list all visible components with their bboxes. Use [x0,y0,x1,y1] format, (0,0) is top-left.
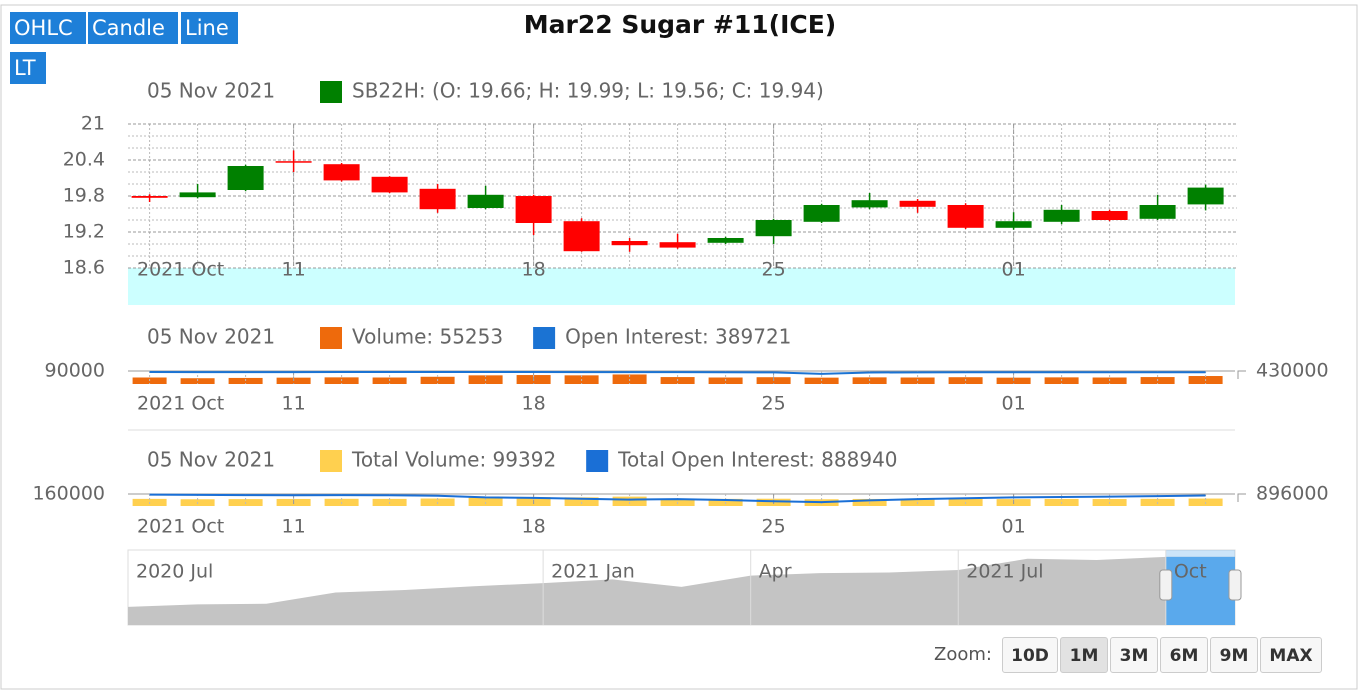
navigator-handle[interactable] [1159,569,1173,601]
open-interest-line [149,493,1206,504]
chart-type-button[interactable]: Line [181,12,238,44]
candle-body [371,176,408,193]
candle-body [563,221,600,252]
date-label: 05 Nov 2021 [147,448,275,472]
candle-body [947,205,984,228]
candle-body [995,221,1032,228]
zoom-label: Zoom: [934,644,992,665]
candle-body [707,238,744,243]
volume-bar [180,378,215,384]
candle-body [467,194,504,208]
y-tick-label: 160000 [32,483,105,505]
y2-tick-mark [1237,493,1246,502]
legend-swatch [320,327,342,349]
candle-body [515,196,552,223]
candle-body [227,166,264,190]
x-tick-label: 18 [522,393,546,415]
x-tick-label: 11 [282,259,306,281]
y2-tick-mark [1237,370,1246,379]
x-tick-label: 2021 Oct [137,393,224,415]
frame [0,4,1358,690]
navigator-tick-label: Apr [759,561,792,583]
x-tick-label: 2021 Oct [137,259,224,281]
y2-tick-label: 896000 [1256,483,1329,505]
y-tick-label: 20.4 [63,149,105,171]
legend-label: SB22H: (O: 19.66; H: 19.99; L: 19.56; C:… [352,79,824,103]
date-label: 05 Nov 2021 [147,79,275,103]
zoom-button[interactable]: 1M [1060,637,1108,673]
legend-swatch [586,450,609,472]
navigator-tick-label: 2020 Jul [136,561,213,583]
candle-body [755,220,792,237]
candle-body [1043,209,1080,222]
x-tick-label: 2021 Oct [137,516,224,538]
zoom-button[interactable]: MAX [1260,637,1322,673]
y-tick-label: 19.2 [63,221,105,243]
x-tick-label: 01 [1002,516,1026,538]
x-tick-label: 25 [762,393,786,415]
volume-bar [468,497,503,506]
x-tick-label: 11 [282,393,306,415]
x-tick-label: 18 [522,259,546,281]
axis-band [128,268,1235,305]
candle-body [1139,205,1176,219]
navigator-selected-area [1165,556,1235,625]
zoom-button[interactable]: 9M [1210,637,1258,673]
legend-label: Total Volume: 99392 [351,448,556,472]
candle-body [659,242,696,248]
legend-swatch [320,450,342,472]
y2-tick-label: 430000 [1256,360,1329,382]
chart-type-button[interactable]: OHLC [10,12,86,44]
candle-body [419,188,456,210]
volume-bar [564,497,599,506]
x-tick-label: 11 [282,516,306,538]
x-tick-label: 25 [762,516,786,538]
navigator-tick-label: 2021 Jan [551,561,635,583]
candle-body [179,192,216,198]
candle-body [131,196,168,198]
y-tick-label: 21 [81,113,105,135]
candle-body [899,200,936,207]
candle-body [851,200,888,208]
candle-body [803,205,840,222]
zoom-button[interactable]: 3M [1110,637,1158,673]
zoom-button[interactable]: 10D [1002,637,1058,673]
date-label: 05 Nov 2021 [147,325,275,349]
candle-body [323,164,360,181]
candle-body [1187,187,1224,205]
legend-label: Total Open Interest: 888940 [617,448,897,472]
x-tick-label: 01 [1002,393,1026,415]
candle-body [611,241,648,246]
legend-swatch [320,81,342,103]
candle-body [1091,211,1128,220]
y-tick-label: 19.8 [63,185,105,207]
y-tick-label: 90000 [45,360,105,382]
legend-swatch [533,327,556,349]
zoom-button[interactable]: 6M [1160,637,1208,673]
chart-type-button[interactable]: LT [10,52,46,84]
navigator-tick-label: 2021 Jul [966,561,1043,583]
y-tick-label: 18.6 [63,257,105,279]
legend-label: Volume: 55253 [352,325,503,349]
legend-label: Open Interest: 389721 [565,325,791,349]
chart-type-button[interactable]: Candle [88,12,178,44]
volume-bar [612,496,647,506]
chart-title: Mar22 Sugar #11(ICE) [524,10,837,39]
x-tick-label: 01 [1002,259,1026,281]
navigator-tick-label: Oct [1174,561,1207,583]
navigator-handle[interactable] [1228,569,1242,601]
open-interest-line [149,370,1206,375]
candle-body [275,161,312,163]
x-tick-label: 18 [522,516,546,538]
x-tick-label: 25 [762,259,786,281]
